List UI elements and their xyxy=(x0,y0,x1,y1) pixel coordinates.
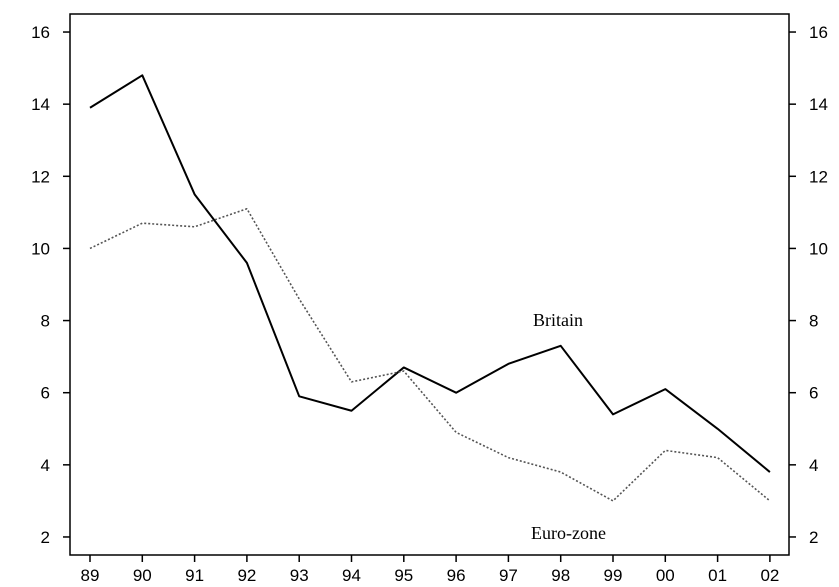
y-tick-label-right: 10 xyxy=(809,239,828,258)
y-tick-label-right: 2 xyxy=(809,528,818,547)
y-tick-label-left: 10 xyxy=(31,239,50,258)
x-tick-label: 93 xyxy=(290,566,309,585)
x-tick-label: 95 xyxy=(394,566,413,585)
x-tick-label: 99 xyxy=(604,566,623,585)
x-tick-label: 90 xyxy=(133,566,152,585)
x-tick-label: 94 xyxy=(342,566,361,585)
y-tick-label-right: 6 xyxy=(809,384,818,403)
y-tick-label-left: 2 xyxy=(41,528,50,547)
x-axis: 89 90 91 92 93 94 95 96 97 98 99 00 01 02 xyxy=(81,555,779,585)
plot-frame xyxy=(69,13,790,556)
series-line-euro-zone xyxy=(89,207,771,502)
series-lines xyxy=(89,74,771,502)
y-tick-label-right: 8 xyxy=(809,312,818,331)
y-tick-label-right: 14 xyxy=(809,95,828,114)
x-tick-label: 89 xyxy=(81,566,100,585)
y-tick-label-left: 8 xyxy=(41,312,50,331)
x-tick-label: 92 xyxy=(237,566,256,585)
y-tick-label-right: 4 xyxy=(809,456,818,475)
series-line-britain xyxy=(89,74,771,473)
y-tick-label-left: 6 xyxy=(41,384,50,403)
y-axis-left: 2 4 6 8 10 12 14 16 xyxy=(31,23,70,547)
x-tick-label: 96 xyxy=(447,566,466,585)
y-axis-right: 2 4 6 8 10 12 14 16 xyxy=(789,23,828,547)
x-tick-label: 00 xyxy=(656,566,675,585)
y-tick-label-left: 14 xyxy=(31,95,50,114)
y-tick-label-left: 4 xyxy=(41,456,50,475)
y-tick-label-left: 12 xyxy=(31,167,50,186)
x-tick-label: 01 xyxy=(708,566,727,585)
x-tick-label: 02 xyxy=(760,566,779,585)
y-tick-label-left: 16 xyxy=(31,23,50,42)
series-label-euro-zone: Euro-zone xyxy=(531,523,606,543)
y-tick-label-right: 16 xyxy=(809,23,828,42)
x-tick-label: 98 xyxy=(551,566,570,585)
x-tick-label: 97 xyxy=(499,566,518,585)
x-tick-label: 91 xyxy=(185,566,204,585)
series-label-britain: Britain xyxy=(533,310,583,330)
y-tick-label-right: 12 xyxy=(809,167,828,186)
